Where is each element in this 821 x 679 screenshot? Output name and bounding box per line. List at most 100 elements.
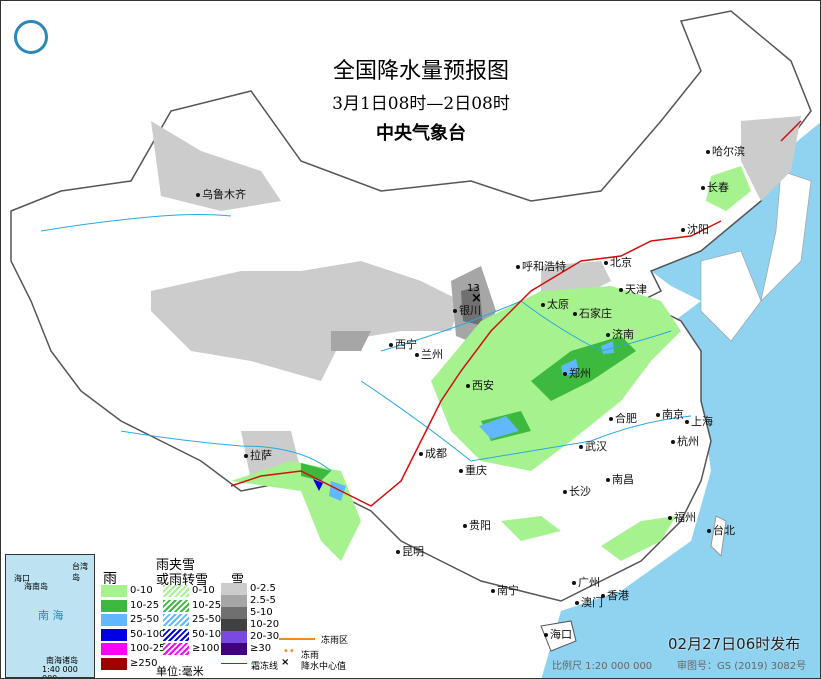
city-name: 太原 [547,298,569,311]
city-label: 北京 [604,254,632,270]
sea-area [541,122,820,678]
legend-swatch [221,583,247,595]
legend-swatch [221,607,247,619]
issued-time: 02月27日06时发布 [668,635,801,653]
city-name: 澳门 [581,596,603,609]
city-dot-icon [463,524,467,528]
legend-label: 100-250 [130,643,172,654]
legend-swatch [163,585,189,597]
agency-name: 中央气象台 [376,123,466,144]
city-label: 银川 [453,302,481,318]
legend-rain-title: 雨 [103,571,117,587]
city-name: 天津 [625,283,647,296]
city-label: 长沙 [563,483,591,499]
city-name: 济南 [612,328,634,341]
korea-japan-land [700,170,812,342]
legend-label: 10-20 [250,619,280,630]
precip-center-marker: × [471,291,482,306]
legend-label: ≥250 [130,657,158,669]
svg-text:×: × [471,291,482,306]
frost-line-swatch [221,663,247,664]
rivers [40,214,692,472]
legend-label: 50-100 [130,628,166,640]
city-label: 哈尔滨 [706,143,745,159]
inset-sea-label: 南 海 [38,609,64,622]
inset-label: 海南岛 [24,582,48,591]
city-dot-icon [244,454,248,458]
legend-label: 5-10 [250,607,273,618]
south-china-sea-inset: 南 海 南海诸岛 1:40 000 000 海口 海南岛 台湾岛 [5,554,95,678]
city-label: 石家庄 [573,305,612,321]
city-dot-icon [563,372,567,376]
city-label: 成都 [419,445,447,461]
city-label: 重庆 [459,462,487,478]
city-dot-icon [419,452,423,456]
city-label: 澳门 [575,594,603,610]
legend-label: ≥30 [250,643,272,654]
city-label: 贵阳 [463,517,491,533]
city-dot-icon [671,440,675,444]
city-name: 长春 [707,181,729,194]
precip-center-value: 13 [467,283,480,294]
city-dot-icon [601,594,605,598]
city-label: 西安 [466,377,494,393]
city-name: 乌鲁木齐 [202,188,246,201]
city-dot-icon [604,261,608,265]
legend-swatch [221,631,247,643]
city-label: 福州 [668,509,696,525]
city-dot-icon [544,633,548,637]
legend-label: 10-25 [130,599,160,611]
city-name: 郑州 [569,367,591,380]
legend-swatch [101,657,127,670]
city-dot-icon [606,333,610,337]
city-label: 广州 [572,574,600,590]
city-name: 海口 [550,628,572,641]
legend-mixed-title-2: 或雨转雪 [156,573,209,588]
city-name: 南昌 [612,473,634,486]
city-dot-icon [196,193,200,197]
city-label: 杭州 [671,433,699,449]
city-name: 武汉 [585,440,607,453]
city-dot-icon [609,417,613,421]
legend-swatch [221,643,247,655]
city-label: 兰州 [415,346,443,362]
legend-freezing-rain-zone: 冻雨区 [321,636,349,646]
legend-label: 20-30 [250,631,280,642]
city-dot-icon [491,589,495,593]
city-dot-icon [619,288,623,292]
city-dot-icon [466,384,470,388]
city-label: 太原 [541,296,569,312]
city-label: 台北 [707,522,735,538]
city-name: 西宁 [395,338,417,351]
city-label: 长春 [701,179,729,195]
legend-swatch [101,599,127,612]
freezing-rain-icon: •• [283,646,295,657]
city-dot-icon [575,601,579,605]
legend-label: 0-10 [192,585,215,596]
city-label: 昆明 [396,543,424,559]
city-label: 济南 [606,326,634,342]
city-name: 合肥 [615,412,637,425]
legend-swatch [101,614,127,626]
city-label: 乌鲁木齐 [196,186,246,202]
city-name: 哈尔滨 [712,145,745,158]
city-dot-icon [685,420,689,424]
city-name: 广州 [578,576,600,589]
city-name: 香港 [607,589,629,602]
city-label: 南宁 [491,582,519,598]
legend-precip-center: 降水中心值 [301,662,347,672]
legend-mixed-title: 雨夹雪 [156,558,196,573]
city-name: 兰州 [421,348,443,361]
city-name: 北京 [610,256,632,269]
city-name: 重庆 [465,464,487,477]
city-dot-icon [656,413,660,417]
city-dot-icon [572,581,576,585]
inset-scale: 1:40 000 000 [42,665,78,677]
city-label: 西宁 [389,336,417,352]
city-label: 呼和浩特 [516,258,566,274]
map-scale: 比例尺 1:20 000 000 [552,661,653,672]
city-dot-icon [415,353,419,357]
city-label: 南京 [656,406,684,422]
